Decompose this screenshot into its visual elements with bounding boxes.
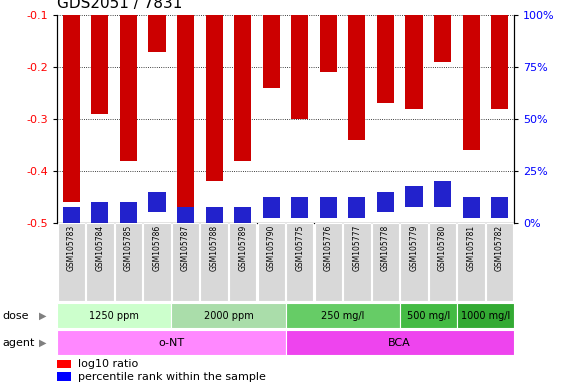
Bar [405,186,423,207]
Text: log10 ratio: log10 ratio [78,359,138,369]
Text: percentile rank within the sample: percentile rank within the sample [78,372,266,382]
Bar [491,0,508,109]
Text: ▶: ▶ [39,311,46,321]
Bar [263,197,280,217]
Text: dose: dose [3,311,29,321]
Bar [177,207,194,223]
Bar [263,0,280,88]
Text: GSM105790: GSM105790 [267,225,276,271]
Bar [200,223,228,301]
Text: GSM105775: GSM105775 [295,225,304,271]
Text: GSM105779: GSM105779 [409,225,419,271]
Bar [91,202,108,223]
Bar [286,330,514,355]
Bar [348,0,365,140]
Bar [148,0,166,51]
Bar [63,207,80,223]
Bar [63,0,80,202]
Text: GSM105789: GSM105789 [238,225,247,271]
Text: GSM105784: GSM105784 [95,225,104,271]
Text: GSM105787: GSM105787 [181,225,190,271]
Text: 1000 mg/l: 1000 mg/l [461,311,510,321]
Bar [172,223,199,301]
Bar [57,359,71,368]
Bar [377,0,394,103]
Text: GSM105780: GSM105780 [438,225,447,271]
Bar [143,223,171,301]
Bar [291,197,308,217]
Text: GSM105788: GSM105788 [210,225,219,271]
Text: GDS2051 / 7831: GDS2051 / 7831 [57,0,183,12]
Bar [148,192,166,212]
Bar [434,0,451,62]
Bar [234,207,251,223]
Text: 250 mg/l: 250 mg/l [321,311,364,321]
Bar [177,0,194,207]
Text: o-NT: o-NT [158,338,184,348]
Text: GSM105781: GSM105781 [467,225,476,271]
Bar [291,0,308,119]
Bar [457,303,514,328]
Bar [86,223,114,301]
Bar [429,223,456,301]
Bar [120,202,137,223]
Bar [120,0,137,161]
Bar [57,303,171,328]
Bar [405,0,423,109]
Bar [206,0,223,181]
Text: GSM105785: GSM105785 [124,225,133,271]
Text: ▶: ▶ [39,338,46,348]
Bar [206,207,223,223]
Bar [315,223,342,301]
Bar [486,223,513,301]
Bar [229,223,256,301]
Text: BCA: BCA [388,338,411,348]
Text: GSM105782: GSM105782 [495,225,504,271]
Bar [286,303,400,328]
Bar [258,223,285,301]
Text: agent: agent [3,338,35,348]
Bar [400,223,428,301]
Bar [463,0,480,150]
Bar [348,197,365,217]
Bar [320,0,337,72]
Text: GSM105777: GSM105777 [352,225,361,271]
Bar [91,0,108,114]
Bar [463,197,480,217]
Bar [320,197,337,217]
Bar [457,223,485,301]
Text: GSM105786: GSM105786 [152,225,162,271]
Bar [400,303,457,328]
Text: GSM105778: GSM105778 [381,225,390,271]
Text: 2000 ppm: 2000 ppm [203,311,254,321]
Bar [57,330,286,355]
Text: 1250 ppm: 1250 ppm [89,311,139,321]
Bar [171,303,286,328]
Text: GSM105783: GSM105783 [67,225,76,271]
Bar [434,181,451,207]
Bar [491,197,508,217]
Text: 500 mg/l: 500 mg/l [407,311,450,321]
Bar [372,223,399,301]
Bar [115,223,142,301]
Text: GSM105776: GSM105776 [324,225,333,271]
Bar [286,223,313,301]
Bar [57,372,71,381]
Bar [234,0,251,161]
Bar [343,223,371,301]
Bar [377,192,394,212]
Bar [58,223,85,301]
